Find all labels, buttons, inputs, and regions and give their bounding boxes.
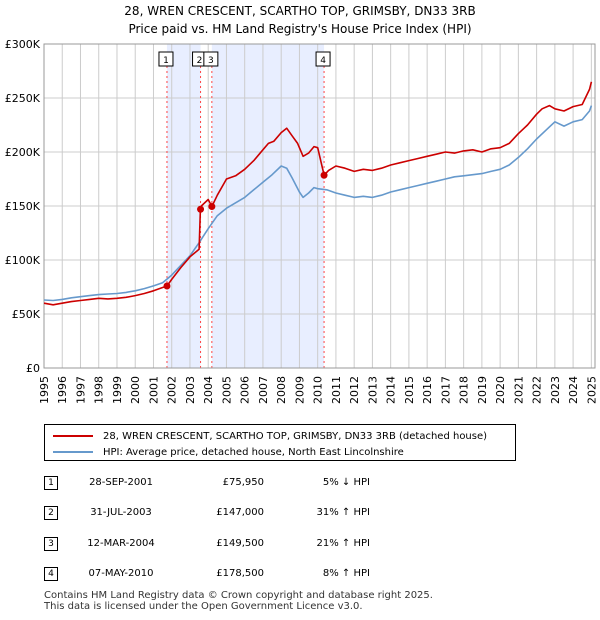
legend-label-property: 28, WREN CRESCENT, SCARTHO TOP, GRIMSBY,… bbox=[103, 430, 488, 442]
chart-title: 28, WREN CRESCENT, SCARTHO TOP, GRIMSBY,… bbox=[124, 4, 476, 18]
transaction-date: 28-SEP-2001 bbox=[89, 477, 153, 488]
x-tick-label: 2003 bbox=[184, 376, 197, 404]
x-tick-label: 2009 bbox=[293, 376, 306, 404]
transaction-price: £178,500 bbox=[216, 568, 264, 579]
legend-item-property: 28, WREN CRESCENT, SCARTHO TOP, GRIMSBY,… bbox=[53, 429, 487, 443]
marker-label: 3 bbox=[208, 56, 214, 66]
transaction-row: 4 07-MAY-2010 £178,500 8% ↑ HPI bbox=[0, 565, 600, 585]
transaction-price: £147,000 bbox=[216, 507, 264, 518]
x-tick-label: 2022 bbox=[531, 376, 544, 404]
price-chart: 1 2 3 4 £0 £50K £100K £150K £200K £250K £300K 1995 1… bbox=[5, 38, 599, 404]
legend: 28, WREN CRESCENT, SCARTHO TOP, GRIMSBY,… bbox=[44, 424, 516, 461]
transaction-number: 4 bbox=[44, 567, 58, 581]
footer-licence: This data is licensed under the Open Gov… bbox=[44, 601, 363, 612]
transaction-number: 1 bbox=[44, 476, 58, 490]
x-tick-label: 2017 bbox=[439, 376, 452, 404]
x-tick-label: 2007 bbox=[257, 376, 270, 404]
x-tick-label: 1999 bbox=[111, 376, 124, 404]
marker-label-box bbox=[203, 51, 219, 67]
marker-label: 4 bbox=[320, 56, 326, 66]
x-tick-label: 2010 bbox=[312, 376, 325, 404]
x-tick-label: 1995 bbox=[38, 376, 51, 404]
marker-label: 2 bbox=[197, 56, 203, 66]
x-tick-label: 2013 bbox=[366, 376, 379, 404]
x-tick-label: 2000 bbox=[129, 376, 142, 404]
x-tick-label: 2019 bbox=[476, 376, 489, 404]
x-tick-label: 2021 bbox=[512, 376, 525, 404]
transaction-date: 12-MAR-2004 bbox=[87, 538, 155, 549]
transaction-number: 3 bbox=[44, 537, 58, 551]
x-tick-label: 2008 bbox=[275, 376, 288, 404]
legend-item-hpi: HPI: Average price, detached house, Nort… bbox=[53, 445, 404, 459]
marker-label-box bbox=[158, 51, 174, 67]
x-tick-label: 2020 bbox=[494, 376, 507, 404]
property-series-line bbox=[43, 81, 593, 306]
x-tick-label: 2023 bbox=[549, 376, 562, 404]
legend-label-hpi: HPI: Average price, detached house, Nort… bbox=[103, 446, 404, 458]
transaction-row: 1 28-SEP-2001 £75,950 5% ↓ HPI bbox=[0, 474, 600, 494]
x-tick-label: 2005 bbox=[220, 376, 233, 404]
x-tick-label: 2025 bbox=[585, 376, 598, 404]
plot-frame bbox=[43, 43, 596, 369]
y-tick-label: £0 bbox=[26, 362, 40, 375]
x-tick-label: 2011 bbox=[330, 376, 343, 404]
sale-point bbox=[320, 171, 328, 179]
x-tick-label: 2001 bbox=[147, 376, 160, 404]
transaction-hpi: 21% ↑ HPI bbox=[316, 538, 370, 549]
x-tick-label: 2014 bbox=[385, 376, 398, 404]
footer-copyright: Contains HM Land Registry data © Crown c… bbox=[44, 590, 433, 601]
legend-swatch-hpi bbox=[53, 451, 93, 453]
x-tick-label: 1997 bbox=[74, 376, 87, 404]
transaction-date: 31-JUL-2003 bbox=[90, 507, 152, 518]
y-tick-label: £100K bbox=[5, 254, 41, 267]
marker-label-box bbox=[315, 51, 331, 67]
x-tick-label: 2004 bbox=[202, 376, 215, 404]
legend-swatch-property bbox=[53, 435, 93, 437]
transaction-row: 2 31-JUL-2003 £147,000 31% ↑ HPI bbox=[0, 504, 600, 524]
sale-point bbox=[163, 282, 171, 290]
transaction-hpi: 5% ↓ HPI bbox=[322, 477, 370, 488]
transaction-row: 3 12-MAR-2004 £149,500 21% ↑ HPI bbox=[0, 535, 600, 555]
y-tick-label: £150K bbox=[5, 200, 41, 213]
y-tick-label: £50K bbox=[12, 308, 41, 321]
y-tick-label: £300K bbox=[5, 38, 41, 51]
x-tick-label: 2012 bbox=[348, 376, 361, 404]
footer: Contains HM Land Registry data © Crown c… bbox=[44, 590, 433, 612]
x-tick-label: 1998 bbox=[93, 376, 106, 404]
sale-point bbox=[208, 203, 216, 211]
y-tick-label: £200K bbox=[5, 146, 41, 159]
x-tick-label: 2018 bbox=[458, 376, 471, 404]
transaction-price: £149,500 bbox=[216, 538, 264, 549]
transaction-date: 07-MAY-2010 bbox=[88, 568, 154, 579]
hpi-series-line bbox=[43, 105, 593, 302]
x-tick-label: 1996 bbox=[56, 376, 69, 404]
x-tick-label: 2024 bbox=[567, 376, 580, 404]
x-tick-label: 2015 bbox=[403, 376, 416, 404]
transaction-number: 2 bbox=[44, 506, 58, 520]
transaction-hpi: 8% ↑ HPI bbox=[322, 568, 370, 579]
y-tick-label: £250K bbox=[5, 92, 41, 105]
transaction-price: £75,950 bbox=[222, 477, 264, 488]
transaction-hpi: 31% ↑ HPI bbox=[316, 507, 370, 518]
sale-point bbox=[197, 205, 205, 213]
chart-subtitle: Price paid vs. HM Land Registry's House … bbox=[128, 22, 472, 36]
x-tick-label: 2006 bbox=[239, 376, 252, 404]
x-tick-label: 2002 bbox=[166, 376, 179, 404]
marker-label: 1 bbox=[163, 56, 169, 66]
x-tick-label: 2016 bbox=[421, 376, 434, 404]
